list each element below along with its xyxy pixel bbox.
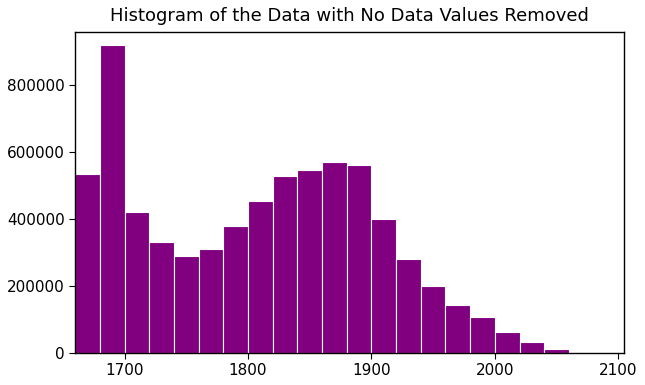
Bar bbox=[149, 243, 174, 353]
Bar bbox=[297, 170, 322, 353]
Bar bbox=[199, 249, 223, 353]
Bar bbox=[174, 256, 199, 353]
Bar bbox=[223, 226, 248, 353]
Title: Histogram of the Data with No Data Values Removed: Histogram of the Data with No Data Value… bbox=[110, 7, 590, 25]
Bar bbox=[544, 349, 569, 353]
Bar bbox=[372, 219, 396, 353]
Bar bbox=[421, 286, 446, 353]
Bar bbox=[124, 213, 149, 353]
Bar bbox=[446, 305, 470, 353]
Bar bbox=[347, 165, 372, 353]
Bar bbox=[100, 45, 124, 353]
Bar bbox=[519, 341, 544, 353]
Bar bbox=[273, 176, 297, 353]
Bar bbox=[470, 317, 495, 353]
Bar bbox=[322, 162, 347, 353]
Bar bbox=[75, 174, 100, 353]
Bar bbox=[396, 259, 421, 353]
Bar bbox=[495, 331, 519, 353]
Bar bbox=[248, 201, 273, 353]
